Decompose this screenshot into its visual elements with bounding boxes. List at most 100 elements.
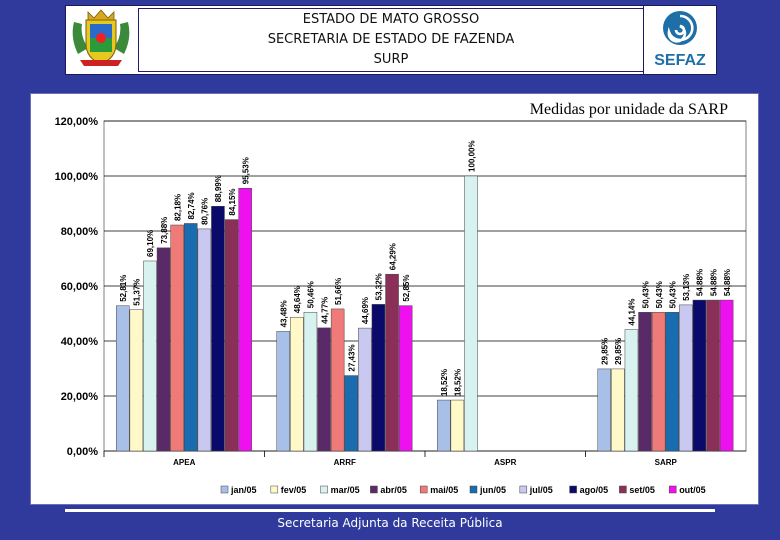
legend-swatch [668,485,677,494]
bar [330,308,345,452]
bar-data-label: 80,76% [201,198,210,225]
bar-data-label: 84,15% [228,188,237,215]
legend-entry: fev/05 [281,485,307,495]
bar-data-label: 52,81% [119,275,128,302]
bar-data-label: 53,13% [682,274,691,301]
legend-swatch [419,485,428,494]
bar [156,247,171,452]
bar [143,260,157,452]
bar [450,399,465,452]
chart-title: Medidas por unidade da SARP [530,101,728,118]
bar [638,312,652,452]
bar [290,316,304,452]
bar [276,331,290,452]
sefaz-logo-text: SEFAZ [654,52,706,69]
x-category-label: ARRF [334,458,356,467]
bar-data-label: 43,48% [280,300,289,327]
bar-data-label: 44,14% [628,298,637,325]
bar-data-label: 48,64% [293,286,302,313]
bar [211,206,225,452]
header-line-surp: SURP [373,52,409,67]
bar-data-label: 51,66% [334,278,343,305]
bar [464,175,478,452]
chart-panel: Medidas por unidade da SARP 0,00% 20,00% 4… [30,93,759,505]
legend-swatch [469,485,478,494]
bar [706,299,720,452]
bar-data-label: 27,43% [348,344,357,371]
y-tick-label: 120,00% [55,116,99,128]
x-category-label: APEA [173,458,195,467]
bar [665,312,679,452]
bar-data-label: 44,69% [361,297,370,324]
bar-data-label: 50,43% [669,281,678,308]
bar-data-label: 29,85% [601,338,610,365]
bar [679,304,693,452]
bar-data-label: 50,46% [307,281,316,308]
bar [197,228,212,452]
header-line-state: ESTADO DE MATO GROSSO [302,12,480,27]
bar-data-label: 82,74% [187,192,196,219]
bar-data-label: 18,52% [454,369,463,396]
y-tick-label: 0,00% [67,446,98,458]
bar-data-label: 100,00% [467,140,476,172]
bar [371,304,386,452]
bar [129,309,144,452]
bar [719,299,734,452]
bar [344,375,358,452]
bar [224,219,239,452]
sefaz-logo: SEFAZ [643,5,717,75]
bar-data-label: 51,37% [133,279,142,306]
bar-data-label: 54,88% [723,269,732,296]
legend-swatch [220,485,229,494]
bar [651,312,666,452]
bar [116,305,130,452]
legend-swatch [320,485,328,494]
coat-of-arms-icon [72,9,130,66]
legend-entry: out/05 [679,485,706,495]
legend-swatch [370,485,378,494]
bar-data-label: 64,29% [388,243,397,270]
legend-swatch [619,485,627,494]
legend-entry: mar/05 [331,485,360,495]
bar [385,273,399,452]
bar [238,188,252,452]
bar-data-label: 69,10% [146,230,155,257]
sefaz-logo-icon: SEFAZ [654,11,706,69]
y-tick-label: 40,00% [61,336,99,348]
x-category-label: SARP [655,458,678,467]
footer-divider [65,509,715,512]
legend-entry: mai/05 [430,485,458,495]
y-tick-label: 100,00% [55,171,99,183]
legend-swatch [270,485,279,494]
bar [611,368,625,452]
bar [437,399,451,452]
bar-data-label: 50,43% [655,281,664,308]
bar [358,327,372,452]
bar [398,305,413,452]
bar-data-label: 18,52% [440,369,449,396]
bar [303,311,318,452]
bar-chart: Medidas por unidade da SARP 0,00% 20,00% 4… [55,101,747,495]
bar [184,223,198,452]
legend-swatch [569,485,577,494]
legend-entry: ago/05 [580,485,609,495]
y-tick-label: 20,00% [61,391,99,403]
legend-entry: abr/05 [380,485,407,495]
x-category-label: ASPR [494,458,516,467]
bar-data-label: 82,18% [173,194,182,221]
bar-data-label: 88,99% [214,175,223,202]
bar-data-label: 54,88% [709,269,718,296]
bar-data-label: 53,32% [375,273,384,300]
bar-data-label: 44,77% [320,297,329,324]
bar [170,224,184,452]
legend-entry: set/05 [629,485,655,495]
bar-data-label: 95,53% [241,157,250,184]
bar-data-label: 52,85% [402,275,411,302]
bar-data-label: 54,88% [696,269,705,296]
bar-data-label: 29,85% [614,338,623,365]
legend-entry: jan/05 [230,485,257,495]
bar [624,329,639,452]
y-tick-label: 60,00% [61,281,99,293]
bar-data-label: 73,88% [160,217,169,244]
bar [317,327,331,452]
